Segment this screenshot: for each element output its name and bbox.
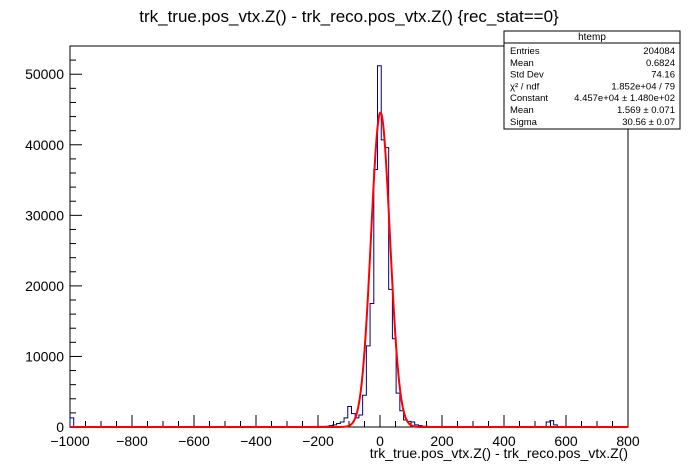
histogram-bin — [359, 415, 363, 427]
x-tick-label: −400 — [240, 433, 272, 449]
stats-row-label: Sigma — [510, 117, 538, 128]
stats-rows: Entries 204084 Mean 0.6824 Std Dev 74.16 χ² / … — [510, 46, 675, 128]
stats-row-value: 1.569 ± 0.071 — [617, 105, 675, 116]
stats-row-label: χ² / ndf — [510, 81, 540, 92]
x-tick-label: −600 — [178, 433, 210, 449]
y-tick-label: 10000 — [25, 348, 64, 364]
stats-row-value: 0.6824 — [646, 58, 675, 69]
stats-row-value: 74.16 — [651, 70, 675, 81]
histogram-bin — [389, 289, 393, 427]
y-tick-label: 30000 — [25, 207, 64, 223]
x-tick-label: 0 — [376, 433, 384, 449]
stats-row-value: 30.56 ± 0.07 — [622, 117, 675, 128]
y-axis: 0 10000 20000 30000 40000 50000 — [25, 45, 82, 435]
stats-row-label: Std Dev — [510, 70, 544, 81]
histogram-bin — [374, 169, 378, 427]
stats-row-label: Entries — [510, 46, 540, 57]
y-tick-label: 40000 — [25, 137, 64, 153]
histogram-bin — [381, 140, 385, 427]
histogram-bin — [70, 418, 74, 427]
histogram-bin — [370, 304, 374, 427]
x-tick-label: −1000 — [50, 433, 90, 449]
stats-row-label: Mean — [510, 105, 534, 116]
histogram-bin — [366, 346, 370, 427]
x-tick-label: 200 — [430, 433, 454, 449]
stats-box-frame — [503, 30, 681, 130]
y-tick-label: 20000 — [25, 278, 64, 294]
stats-row-value: 204084 — [643, 46, 675, 57]
x-tick-label: 600 — [554, 433, 578, 449]
stats-box-title: htemp — [578, 32, 606, 43]
x-tick-label: −800 — [116, 433, 148, 449]
histogram-bin — [400, 411, 404, 427]
histogram-bins — [70, 66, 557, 427]
stats-row-value: 4.457e+04 ± 1.480e+02 — [574, 93, 675, 104]
x-tick-label: 400 — [492, 433, 516, 449]
stats-row-label: Constant — [510, 93, 548, 104]
chart-title: trk_true.pos_vtx.Z() - trk_reco.pos_vtx.… — [139, 7, 559, 26]
y-tick-label: 0 — [56, 419, 64, 435]
stats-box: htemp Entries 204084 Mean 0.6824 Std Dev 74.1… — [503, 30, 681, 130]
x-tick-label: −200 — [302, 433, 334, 449]
x-tick-label: 800 — [616, 433, 640, 449]
x-axis-label: trk_true.pos_vtx.Z() - trk_reco.pos_vtx.… — [370, 445, 628, 461]
gaussian-fit-curve — [70, 111, 628, 428]
histogram-bin — [396, 393, 400, 427]
y-tick-label: 50000 — [25, 66, 64, 82]
stats-row-value: 1.852e+04 / 79 — [611, 81, 675, 92]
x-axis: −1000 −800 −600 −400 −200 0 200 400 600 800 — [50, 415, 640, 449]
stats-row-label: Mean — [510, 58, 534, 69]
